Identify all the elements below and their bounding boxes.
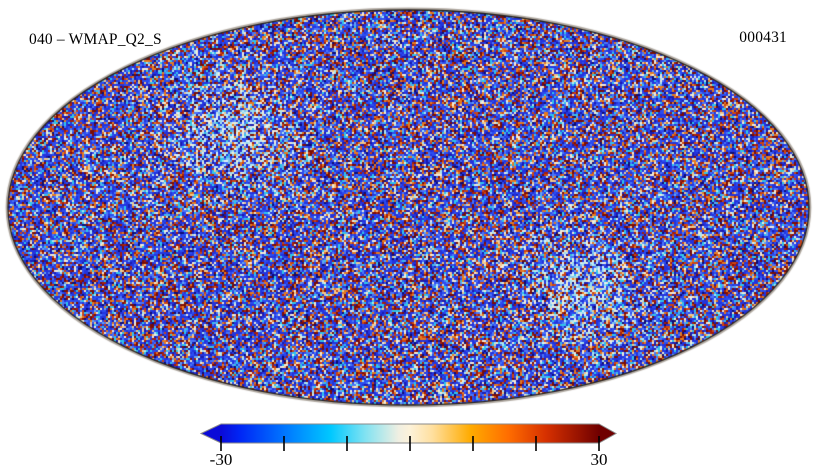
colorbar: -30 30 bbox=[199, 423, 618, 469]
map-title: 040 – WMAP_Q2_S bbox=[29, 31, 162, 48]
colorbar-max-label: 30 bbox=[591, 450, 608, 469]
colorbar-gradient-bar bbox=[199, 423, 618, 444]
frame-number: 000431 bbox=[739, 29, 787, 46]
colorbar-ticks bbox=[220, 436, 600, 451]
colorbar-min-label: -30 bbox=[210, 450, 233, 469]
